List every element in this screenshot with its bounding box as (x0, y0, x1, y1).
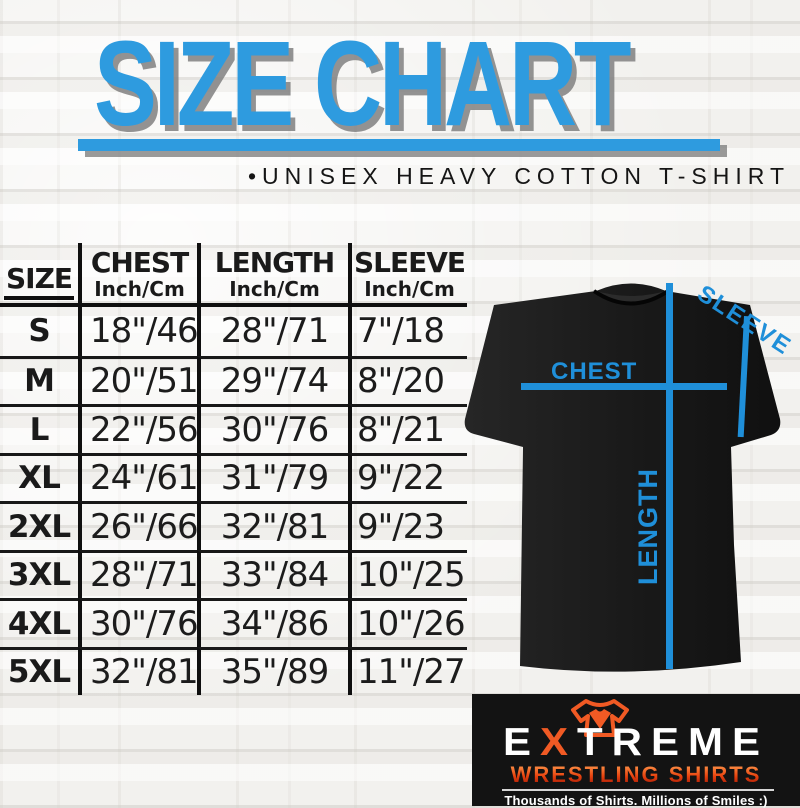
row-xl-length: 31"/79 (197, 452, 348, 501)
tshirt-collar-shadow (592, 289, 670, 306)
brand-line2: WRESTLING SHIRTS (472, 764, 800, 786)
row-l-length: 30"/76 (197, 404, 348, 453)
brand-name: EXTREME (502, 720, 770, 764)
page-subtitle: •UNISEX HEAVY COTTON T-SHIRT (248, 163, 790, 189)
row-s-size: S (28, 313, 50, 350)
row-3xl-length: 33"/84 (197, 549, 348, 598)
header-chest: CHEST Inch/Cm (78, 243, 197, 307)
chest-label: CHEST (551, 358, 638, 385)
brand-tagline: Thousands of Shirts. Millions of Smiles … (504, 793, 768, 808)
row-xl-size: XL (0, 452, 78, 502)
row-m-chest: 20"/51 (78, 355, 197, 404)
row-4xl-chest: 30"/76 (78, 598, 197, 647)
header-length: LENGTH Inch/Cm (197, 243, 348, 307)
page-title: SIZE CHART (94, 16, 632, 152)
title-underline (78, 139, 720, 151)
row-5xl-size: 5XL (0, 646, 78, 696)
logo-divider (502, 789, 774, 791)
row-5xl-sleeve: 11"/27 (348, 646, 467, 695)
row-2xl-length: 32"/81 (197, 501, 348, 550)
header-sleeve: SLEEVE Inch/Cm (348, 243, 467, 307)
length-label: LENGTH (633, 468, 663, 585)
row-s-chest: 18"/46 (78, 307, 197, 356)
size-table: SIZE CHEST Inch/Cm LENGTH Inch/Cm SLEEVE… (0, 243, 467, 744)
row-xl-chest: 24"/61 (78, 452, 197, 501)
tshirt-graphic (464, 283, 781, 672)
row-2xl-sleeve: 9"/23 (348, 501, 467, 550)
row-xl-sleeve: 9"/22 (348, 452, 467, 501)
row-2xl-size: 2XL (0, 501, 78, 550)
row-m-sleeve: 8"/20 (348, 355, 467, 404)
row-3xl-chest: 28"/71 (78, 549, 197, 598)
row-s-sleeve: 7"/18 (348, 307, 467, 356)
header-size: SIZE (0, 243, 78, 307)
row-4xl-sleeve: 10"/26 (348, 598, 467, 647)
length-measure-line (666, 283, 673, 669)
chest-measure-line (521, 383, 727, 390)
row-m-size: M (0, 355, 78, 405)
tshirt-icon (571, 699, 629, 737)
brand-logo: EXTREME WRESTLING SHIRTS Thousands of Sh… (472, 694, 800, 808)
row-l-sleeve: 8"/21 (348, 404, 467, 453)
row-3xl-sleeve: 10"/25 (348, 549, 467, 598)
tshirt-body (464, 283, 781, 672)
row-4xl-size: 4XL (0, 598, 78, 647)
row-3xl-size: 3XL (0, 549, 78, 599)
row-5xl-length: 35"/89 (197, 646, 348, 695)
row-5xl-chest: 32"/81 (78, 646, 197, 695)
row-2xl-chest: 26"/66 (78, 501, 197, 550)
row-4xl-length: 34"/86 (197, 598, 348, 647)
row-s-length: 28"/71 (197, 307, 348, 356)
row-l-size: L (0, 404, 78, 453)
row-l-chest: 22"/56 (78, 404, 197, 453)
row-m-length: 29"/74 (197, 355, 348, 404)
brand-x-letter: X (540, 720, 578, 764)
